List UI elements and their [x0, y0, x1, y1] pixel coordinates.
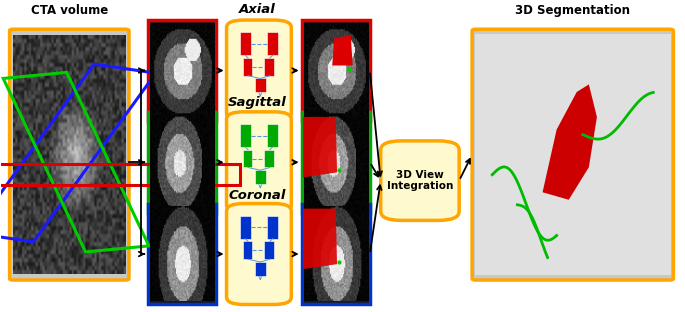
- Bar: [240, 124, 251, 147]
- Bar: [242, 58, 252, 76]
- Bar: [301, 203, 370, 305]
- Polygon shape: [332, 35, 353, 66]
- Bar: [267, 124, 278, 147]
- Bar: [255, 262, 266, 276]
- Bar: [267, 32, 278, 55]
- FancyBboxPatch shape: [227, 112, 291, 213]
- Polygon shape: [543, 85, 597, 200]
- Bar: [267, 216, 278, 239]
- Bar: [264, 241, 274, 259]
- Bar: [264, 58, 274, 76]
- Bar: [240, 32, 251, 55]
- FancyBboxPatch shape: [227, 20, 291, 121]
- Bar: [148, 20, 216, 121]
- Bar: [148, 203, 216, 305]
- FancyBboxPatch shape: [472, 29, 673, 280]
- Bar: [255, 79, 266, 92]
- Text: 3D Segmentation: 3D Segmentation: [515, 4, 630, 17]
- Text: 3D View
Integration: 3D View Integration: [387, 170, 453, 192]
- Polygon shape: [303, 117, 337, 178]
- Polygon shape: [303, 209, 337, 269]
- FancyBboxPatch shape: [381, 141, 459, 220]
- FancyBboxPatch shape: [10, 29, 129, 280]
- Text: Sagittal: Sagittal: [228, 96, 286, 109]
- Text: Axial: Axial: [239, 3, 275, 16]
- Bar: [264, 150, 274, 168]
- Text: Coronal: Coronal: [229, 189, 286, 202]
- Text: CTA volume: CTA volume: [31, 4, 108, 17]
- FancyBboxPatch shape: [227, 203, 291, 305]
- Bar: [242, 150, 252, 168]
- Bar: [242, 241, 252, 259]
- Bar: [301, 20, 370, 121]
- Bar: [475, 34, 671, 275]
- Bar: [301, 112, 370, 213]
- Bar: [255, 170, 266, 184]
- Bar: [148, 112, 216, 213]
- Bar: [240, 216, 251, 239]
